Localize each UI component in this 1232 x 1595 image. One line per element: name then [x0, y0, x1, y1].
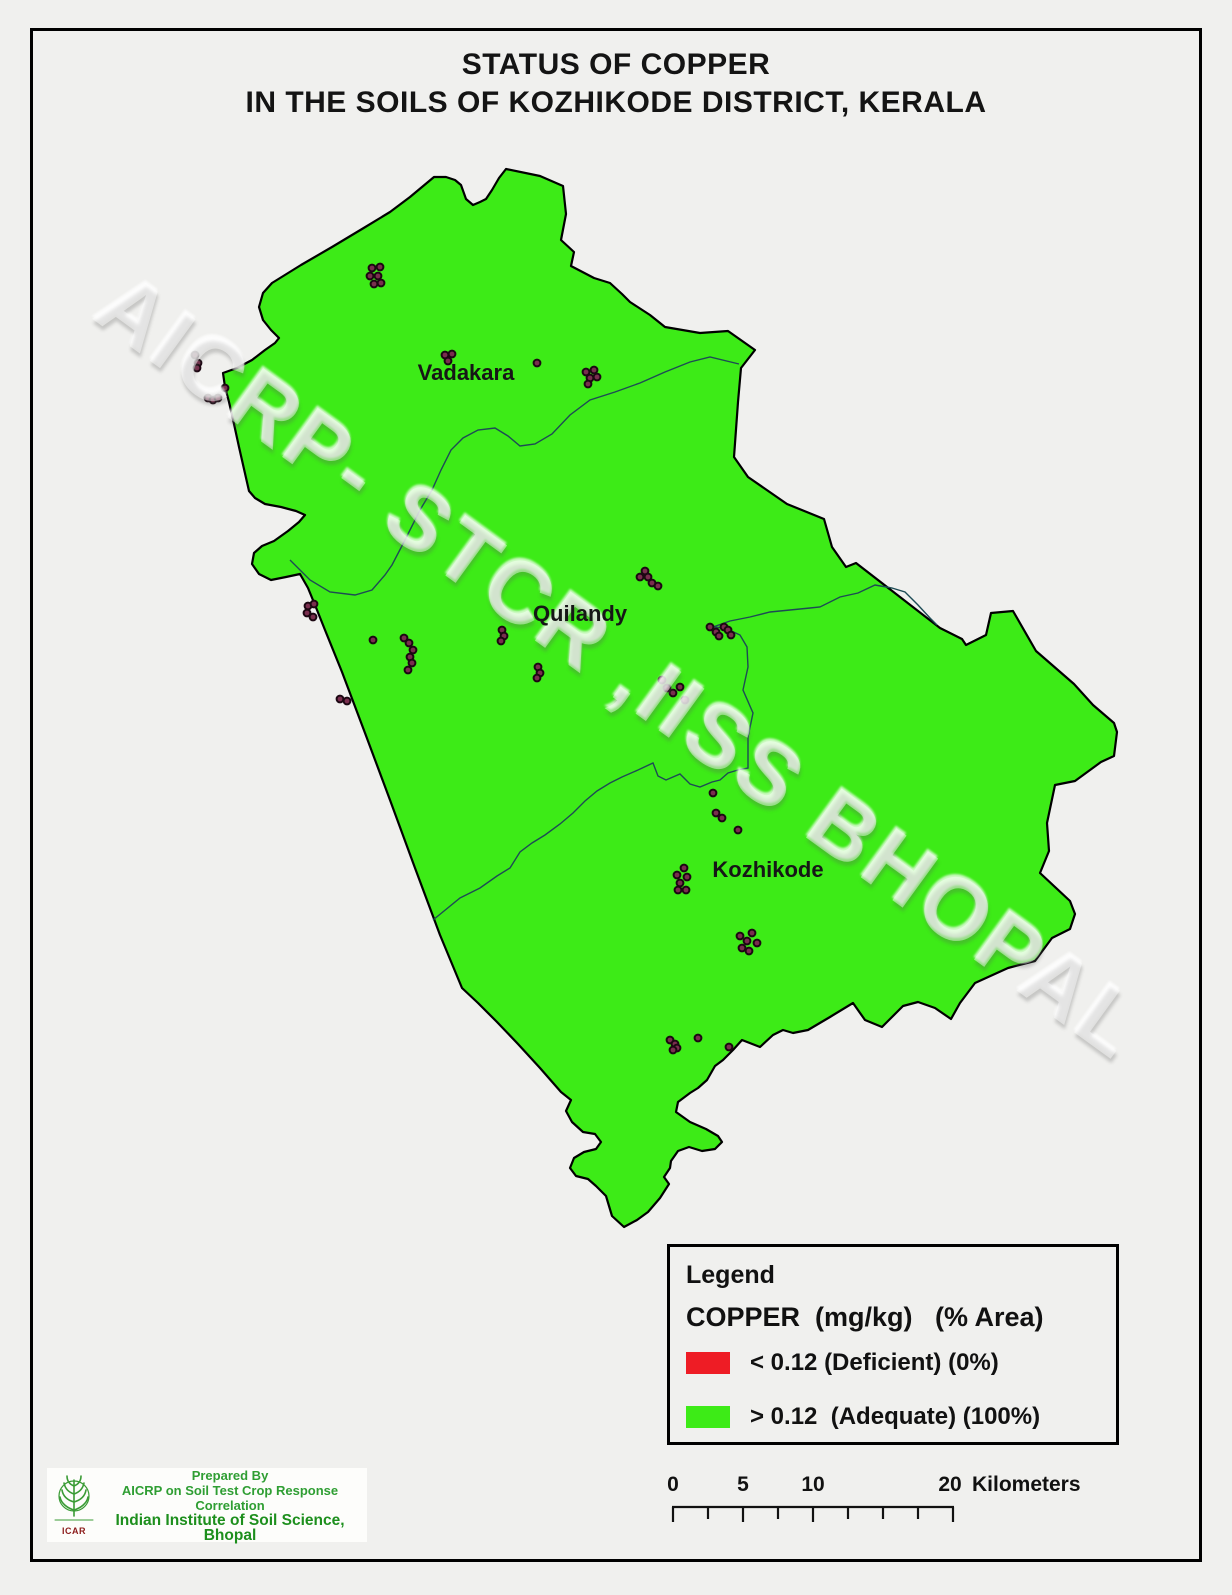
sample-dot — [592, 372, 602, 382]
sample-dot — [747, 928, 757, 938]
sample-dot — [672, 870, 682, 880]
sample-dot — [668, 1045, 678, 1055]
district-shape — [221, 167, 1119, 1229]
sample-dot — [705, 622, 715, 632]
sample-dot — [693, 1033, 703, 1043]
page-border — [30, 28, 1202, 1562]
legend-item-deficient: < 0.12 (Deficient) (0%) — [686, 1349, 1116, 1377]
credits-line-2: AICRP on Soil Test Crop Response Correla… — [121, 1482, 339, 1513]
sample-dot — [368, 635, 378, 645]
sample-dot — [407, 658, 417, 668]
sample-dot — [367, 263, 377, 273]
taluk-boundary-quilandy-kozhikode — [432, 584, 938, 921]
sample-dot — [375, 262, 385, 272]
sample-dot — [581, 367, 591, 377]
legend-label-adequate: > 0.12 (Adequate) (100%) — [750, 1403, 1041, 1430]
sample-dot — [668, 688, 678, 698]
sample-dot — [682, 872, 692, 882]
taluk-boundary-vadakara-quilandy — [289, 356, 740, 596]
sample-dot — [190, 350, 200, 360]
credits-line-1: Prepared By — [191, 1467, 269, 1483]
sample-dot — [376, 278, 386, 288]
legend-swatch-deficient — [686, 1352, 730, 1374]
sample-dot — [714, 631, 724, 641]
legend-item-adequate: > 0.12 (Adequate) (100%) — [686, 1403, 1116, 1431]
sample-dot — [643, 572, 653, 582]
sample-dot — [680, 695, 690, 705]
sample-dot — [408, 645, 418, 655]
sample-dot — [443, 356, 453, 366]
sample-dot — [737, 943, 747, 953]
sample-dot — [742, 936, 752, 946]
sample-dot — [583, 379, 593, 389]
icar-logo: ICAR — [51, 1472, 97, 1538]
sample-dot — [365, 271, 375, 281]
sample-dot — [635, 572, 645, 582]
title-line-2: IN THE SOILS OF KOZHIKODE DISTRICT, KERA… — [245, 86, 987, 119]
legend-swatch-adequate — [686, 1406, 730, 1428]
sample-dot — [711, 808, 721, 818]
credits-box: ICAR Prepared By AICRP on Soil Test Crop… — [47, 1468, 367, 1543]
sample-dot — [302, 608, 312, 618]
credits-text: Prepared By AICRP on Soil Test Crop Resp… — [97, 1468, 367, 1543]
sample-dot — [653, 581, 663, 591]
sample-dot — [726, 630, 736, 640]
sample-dot — [657, 675, 667, 685]
sample-dot — [399, 633, 409, 643]
sample-dot — [532, 358, 542, 368]
sample-dot — [308, 612, 318, 622]
page-title: STATUS OF COPPER IN THE SOILS OF KOZHIKO… — [0, 46, 1232, 122]
sample-dot — [496, 636, 506, 646]
sample-dot — [309, 599, 319, 609]
legend-heading: Legend — [686, 1261, 775, 1289]
sample-dot — [403, 665, 413, 675]
scale-label-0: 0 — [667, 1473, 679, 1496]
sample-dot — [717, 813, 727, 823]
sample-dot — [532, 673, 542, 683]
scale-label-5: 5 — [737, 1473, 749, 1496]
sample-dot — [662, 683, 672, 693]
sample-dot — [675, 682, 685, 692]
soil-sample-dots — [190, 262, 762, 1055]
wheat-icon — [54, 1475, 94, 1521]
sample-dot — [673, 885, 683, 895]
legend-subheading: COPPER (mg/kg) (% Area) — [686, 1302, 1044, 1332]
sample-dot — [752, 938, 762, 948]
sample-dot — [404, 638, 414, 648]
sample-dot — [342, 696, 352, 706]
sample-dot — [679, 863, 689, 873]
region-label-vadakara: Vadakara — [417, 360, 515, 385]
sample-dot — [735, 931, 745, 941]
sample-dot — [373, 271, 383, 281]
region-label-quilandy: Quilandy — [532, 601, 628, 626]
scale-unit-label: Kilometers — [972, 1473, 1081, 1496]
sample-dot — [724, 1042, 734, 1052]
sample-dot — [447, 349, 457, 359]
scale-label-10: 10 — [801, 1473, 824, 1496]
icar-logo-text: ICAR — [62, 1526, 86, 1536]
sample-dot — [589, 365, 599, 375]
title-line-1: STATUS OF COPPER — [461, 48, 771, 81]
legend-box: Legend COPPER (mg/kg) (% Area) < 0.12 (D… — [667, 1244, 1119, 1445]
legend-label-deficient: < 0.12 (Deficient) (0%) — [750, 1349, 999, 1376]
sample-dot — [733, 825, 743, 835]
sample-dot — [220, 383, 230, 393]
region-label-kozhikode: Kozhikode — [712, 857, 824, 882]
credits-line-3: Indian Institute of Soil Science, Bhopal — [115, 1511, 345, 1544]
sample-dot — [192, 363, 202, 373]
scale-label-20: 20 — [938, 1473, 961, 1496]
sample-dot — [744, 946, 754, 956]
scale-bar-ticks — [671, 1505, 955, 1522]
sample-dot — [213, 393, 223, 403]
sample-dot — [708, 788, 718, 798]
sample-dot — [681, 885, 691, 895]
